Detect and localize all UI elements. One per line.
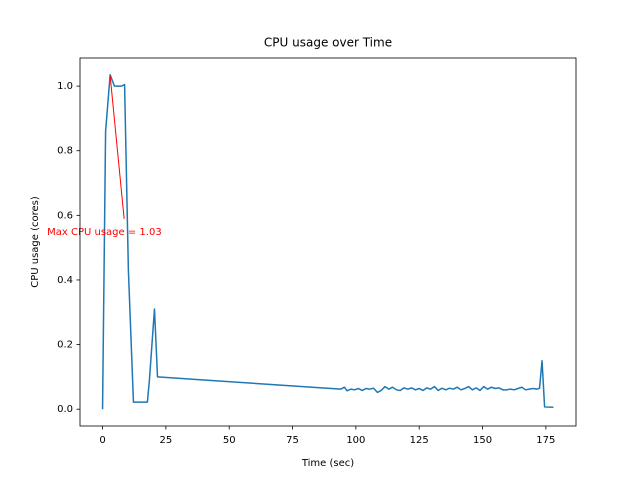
x-tick-label: 0 <box>99 435 105 446</box>
x-tick-label: 100 <box>346 435 365 446</box>
x-tick-label: 50 <box>223 435 236 446</box>
x-tick-label: 175 <box>536 435 555 446</box>
x-tick-label: 25 <box>160 435 173 446</box>
x-tick-label: 125 <box>410 435 429 446</box>
x-tick-label: 75 <box>286 435 299 446</box>
chart-title: CPU usage over Time <box>264 36 392 50</box>
y-tick-label: 0.6 <box>57 210 73 221</box>
plot-frame <box>79 57 577 427</box>
y-axis-label: CPU usage (cores) <box>30 196 41 288</box>
line <box>101 74 554 410</box>
y-tick-label: 0.2 <box>57 340 73 351</box>
y-tick-label: 1.0 <box>57 81 73 92</box>
annotation: Max CPU usage = 1.03 <box>47 227 162 238</box>
y-tick-label: 0.8 <box>57 146 73 157</box>
y-tick-label: 0.0 <box>57 404 73 415</box>
x-tick-label: 150 <box>473 435 492 446</box>
y-tick-label: 0.4 <box>57 275 73 286</box>
x-axis-label: Time (sec) <box>301 458 354 469</box>
annotation-arrow <box>109 75 125 219</box>
